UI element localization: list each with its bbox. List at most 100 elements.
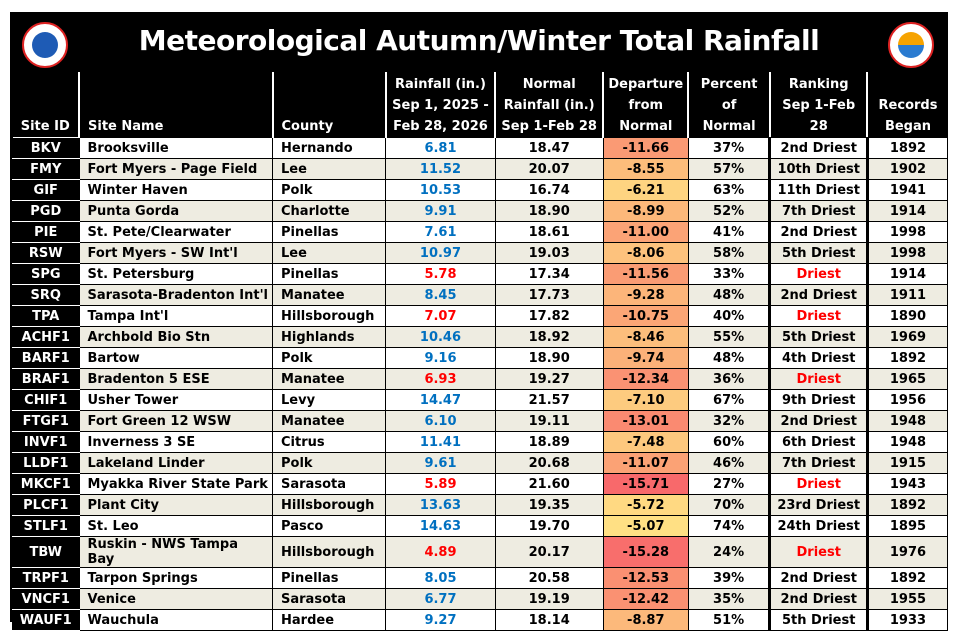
cell-ranking: 2nd Driest	[768, 588, 869, 610]
cell-percent-of-normal: 41%	[687, 221, 771, 243]
cell-percent-of-normal: 40%	[687, 305, 771, 327]
cell-county: Hernando	[272, 137, 387, 159]
cell-rainfall: 4.89	[385, 536, 496, 568]
rainfall-table: Site ID Site Name County Rainfall (in.) Sep…	[12, 72, 949, 631]
cell-normal-rainfall: 18.92	[494, 326, 604, 348]
cell-ranking: 5th Driest	[768, 609, 869, 631]
table-row: BRAF1 Bradenton 5 ESE Manatee 6.93 19.27 -12.…	[12, 368, 949, 390]
cell-ranking: 9th Driest	[768, 389, 869, 411]
cell-ranking: Driest	[768, 473, 869, 495]
cell-rainfall: 5.78	[385, 263, 496, 285]
cell-rainfall: 14.63	[385, 515, 496, 537]
cell-percent-of-normal: 27%	[687, 473, 771, 495]
rainfall-table-panel: Meteorological Autumn/Winter Total Rainf…	[10, 12, 949, 631]
table-row: TRPF1 Tarpon Springs Pinellas 8.05 20.58 -12.…	[12, 567, 949, 589]
cell-normal-rainfall: 17.82	[494, 305, 604, 327]
cell-county: Polk	[272, 452, 387, 474]
cell-county: Hardee	[272, 609, 387, 631]
cell-normal-rainfall: 20.68	[494, 452, 604, 474]
cell-site-id: SPG	[12, 263, 80, 285]
table-row: BKV Brooksville Hernando 6.81 18.47 -11.66 37%…	[12, 137, 949, 159]
cell-departure: -6.21	[602, 179, 689, 201]
cell-normal-rainfall: 19.11	[494, 410, 604, 432]
cell-site-id: FTGF1	[12, 410, 80, 432]
cell-departure: -7.48	[602, 431, 689, 453]
table-row: RSW Fort Myers - SW Int'l Lee 10.97 19.03 -8.…	[12, 242, 949, 264]
cell-site-id: TBW	[12, 536, 80, 568]
table-row: BARF1 Bartow Polk 9.16 18.90 -9.74 48% 4th Drie…	[12, 347, 949, 369]
cell-site-name: Tarpon Springs	[78, 567, 274, 589]
cell-county: Pinellas	[272, 567, 387, 589]
cell-rainfall: 11.41	[385, 431, 496, 453]
nws-logo-icon	[22, 22, 68, 68]
cell-departure: -5.07	[602, 515, 689, 537]
table-row: MKCF1 Myakka River State Park Sarasota 5.89…	[12, 473, 949, 495]
cell-normal-rainfall: 20.17	[494, 536, 604, 568]
cell-percent-of-normal: 33%	[687, 263, 771, 285]
cell-records-began: 1969	[866, 326, 949, 348]
cell-departure: -15.71	[602, 473, 689, 495]
cell-records-began: 1943	[866, 473, 949, 495]
cell-normal-rainfall: 19.19	[494, 588, 604, 610]
cell-rainfall: 6.77	[385, 588, 496, 610]
cell-normal-rainfall: 16.74	[494, 179, 604, 201]
cell-percent-of-normal: 48%	[687, 284, 771, 306]
cell-site-id: INVF1	[12, 431, 80, 453]
cell-county: Manatee	[272, 284, 387, 306]
cell-departure: -11.00	[602, 221, 689, 243]
cell-ranking: 5th Driest	[768, 242, 869, 264]
cell-percent-of-normal: 37%	[687, 137, 771, 159]
cell-records-began: 1892	[866, 494, 949, 516]
cell-site-id: ACHF1	[12, 326, 80, 348]
cell-site-name: St. Petersburg	[78, 263, 274, 285]
cell-percent-of-normal: 46%	[687, 452, 771, 474]
cell-ranking: Driest	[768, 263, 869, 285]
cell-site-name: Tampa Int'l	[78, 305, 274, 327]
cell-departure: -11.56	[602, 263, 689, 285]
cell-percent-of-normal: 74%	[687, 515, 771, 537]
table-row: INVF1 Inverness 3 SE Citrus 11.41 18.89 -7.48…	[12, 431, 949, 453]
cell-site-id: BKV	[12, 137, 80, 159]
cell-records-began: 1941	[866, 179, 949, 201]
cell-records-began: 1892	[866, 347, 949, 369]
cell-county: Hillsborough	[272, 305, 387, 327]
cell-percent-of-normal: 52%	[687, 200, 771, 222]
cell-ranking: 23rd Driest	[768, 494, 869, 516]
cell-site-name: Myakka River State Park	[78, 473, 274, 495]
cell-departure: -8.06	[602, 242, 689, 264]
cell-site-name: Venice	[78, 588, 274, 610]
column-header-site-name: Site Name	[78, 72, 273, 138]
cell-records-began: 1965	[866, 368, 949, 390]
cell-departure: -12.34	[602, 368, 689, 390]
cell-site-id: FMY	[12, 158, 80, 180]
cell-percent-of-normal: 39%	[687, 567, 771, 589]
cell-site-name: Fort Myers - SW Int'l	[78, 242, 274, 264]
cell-site-name: Lakeland Linder	[78, 452, 274, 474]
table-row: LLDF1 Lakeland Linder Polk 9.61 20.68 -11.07 4…	[12, 452, 949, 474]
cell-rainfall: 8.05	[385, 567, 496, 589]
cell-ranking: 7th Driest	[768, 200, 869, 222]
cell-rainfall: 10.97	[385, 242, 496, 264]
cell-site-id: TRPF1	[12, 567, 80, 589]
cell-percent-of-normal: 67%	[687, 389, 771, 411]
cell-ranking: 11th Driest	[768, 179, 869, 201]
cell-departure: -10.75	[602, 305, 689, 327]
cell-departure: -8.87	[602, 609, 689, 631]
cell-percent-of-normal: 60%	[687, 431, 771, 453]
cell-site-id: RSW	[12, 242, 80, 264]
cell-rainfall: 13.63	[385, 494, 496, 516]
cell-records-began: 1998	[866, 242, 949, 264]
cell-percent-of-normal: 57%	[687, 158, 771, 180]
table-row: PLCF1 Plant City Hillsborough 13.63 19.35 -5.…	[12, 494, 949, 516]
cell-county: Polk	[272, 179, 387, 201]
cell-percent-of-normal: 58%	[687, 242, 771, 264]
cell-site-name: Inverness 3 SE	[78, 431, 274, 453]
table-row: VNCF1 Venice Sarasota 6.77 19.19 -12.42 35% 2nd…	[12, 588, 949, 610]
cell-rainfall: 6.10	[385, 410, 496, 432]
cell-site-name: St. Pete/Clearwater	[78, 221, 274, 243]
cell-ranking: 10th Driest	[768, 158, 869, 180]
cell-county: Pinellas	[272, 221, 387, 243]
cell-percent-of-normal: 63%	[687, 179, 771, 201]
cell-normal-rainfall: 18.90	[494, 347, 604, 369]
cell-site-name: Punta Gorda	[78, 200, 274, 222]
